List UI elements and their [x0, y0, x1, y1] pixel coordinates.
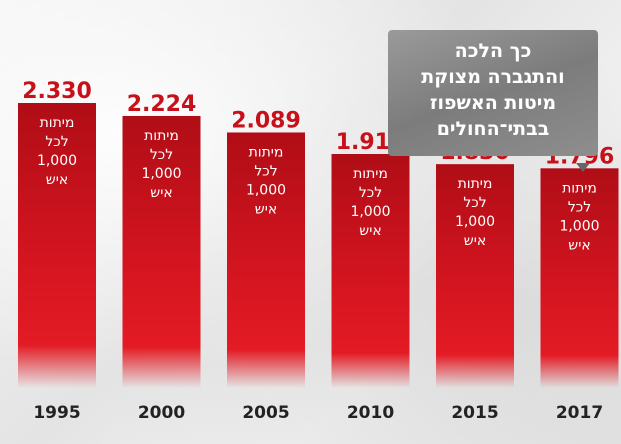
unit-label-2000-4: איש — [150, 185, 172, 201]
bar-2000 — [122, 115, 201, 388]
unit-label-2005-1: מיתות — [249, 144, 284, 160]
bar-2015 — [436, 164, 514, 388]
unit-label-2015-4: איש — [464, 233, 486, 249]
year-label-2015: 2015 — [451, 403, 498, 423]
unit-label-2017-3: 1,000 — [559, 218, 599, 234]
unit-label-2015-2: לכל — [463, 195, 486, 211]
labels-layer: 2.330 מיתות לכל 1,000 איש 1995 2.224 מיתות לכל 1,… — [22, 79, 614, 423]
year-label-2010: 2010 — [347, 403, 394, 423]
annotation-box: כך הלכה והתגברה מצוקת מיטות האשפוז בבתי־… — [388, 30, 598, 156]
bar-2010 — [331, 154, 410, 388]
bar-2005 — [227, 132, 305, 388]
value-label-1995: 2.330 — [22, 79, 92, 104]
unit-label-2017-2: לכל — [568, 199, 591, 215]
unit-label-2015-1: מיתות — [458, 176, 493, 192]
unit-label-2000-2: לכל — [150, 147, 173, 163]
unit-label-2000-3: 1,000 — [141, 166, 181, 182]
unit-label-2005-3: 1,000 — [246, 182, 286, 198]
bar-1995 — [18, 103, 96, 388]
unit-label-2005-2: לכל — [254, 163, 277, 179]
unit-label-1995-2: לכל — [45, 134, 68, 150]
annotation-line-4: בבתי־החולים — [436, 118, 550, 140]
year-label-2005: 2005 — [242, 403, 289, 423]
annotation-line-1: כך הלכה — [454, 40, 532, 62]
bars-layer — [18, 103, 619, 388]
unit-label-2010-2: לכל — [359, 185, 382, 201]
unit-label-2000-1: מיתות — [144, 128, 179, 144]
annotation-line-2: והתגברה מצוקת — [421, 66, 565, 88]
annotation-pointer-icon — [576, 163, 590, 172]
value-label-2005: 2.089 — [231, 108, 301, 133]
annotation-line-3: מיטות האשפוז — [429, 92, 557, 114]
unit-label-1995-4: איש — [46, 172, 68, 188]
bar-2017 — [540, 168, 619, 388]
unit-label-2010-3: 1,000 — [350, 204, 390, 220]
year-label-2000: 2000 — [138, 403, 185, 423]
unit-label-1995-3: 1,000 — [37, 153, 77, 169]
unit-label-2017-1: מיתות — [562, 180, 597, 196]
unit-label-2017-4: איש — [568, 237, 590, 253]
unit-label-2010-4: איש — [359, 223, 381, 239]
value-label-2000: 2.224 — [127, 92, 197, 117]
unit-label-2010-1: מיתות — [353, 166, 388, 182]
unit-label-2005-4: איש — [255, 201, 277, 217]
unit-label-1995-1: מיתות — [40, 115, 75, 131]
year-label-2017: 2017 — [556, 403, 603, 423]
year-label-1995: 1995 — [33, 403, 80, 423]
unit-label-2015-3: 1,000 — [455, 214, 495, 230]
